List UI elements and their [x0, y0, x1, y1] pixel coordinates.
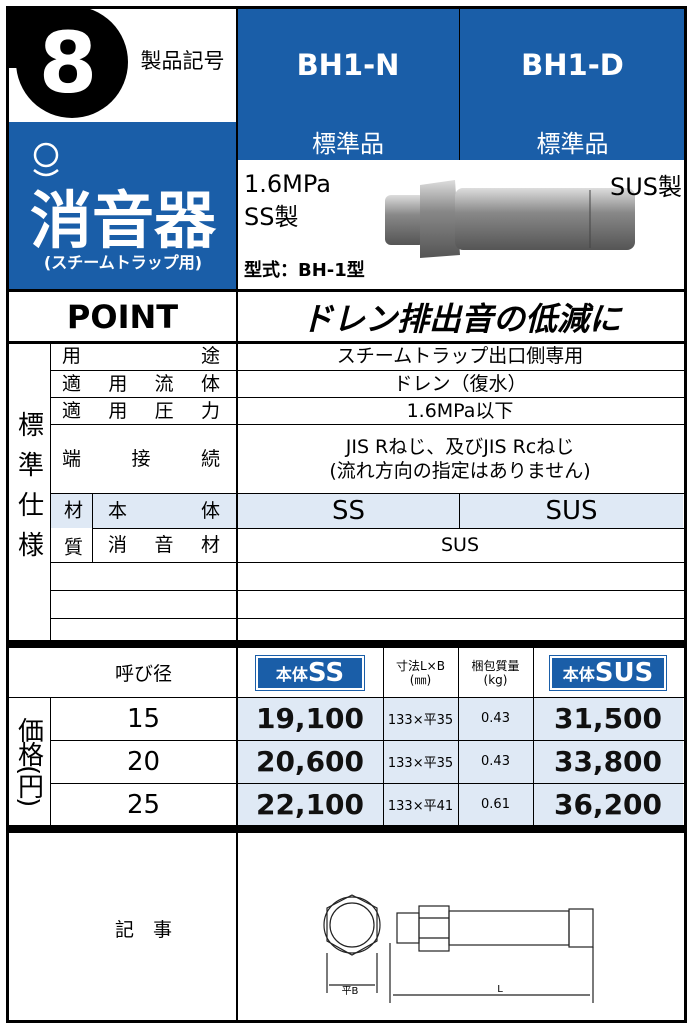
spec-label: 本体 [108, 499, 220, 522]
label: 製品記号 [140, 49, 225, 73]
size: 20 [126, 746, 161, 777]
rule [50, 562, 684, 563]
model-type: 型式：BH-1型 [244, 260, 365, 281]
rule [6, 1020, 687, 1023]
rule [6, 6, 687, 9]
spec-label-cell: 適用流体 [58, 370, 224, 397]
price: 20,600 [255, 745, 365, 778]
badge-number: 8 [38, 14, 98, 112]
category-sub: (スチームトラップ用) [43, 253, 203, 272]
spec-title: 標準仕様 [13, 411, 44, 571]
row-bg [237, 697, 683, 740]
price: 33,800 [553, 745, 663, 778]
category: 消音器 [29, 184, 216, 257]
spec-value: SS [331, 495, 365, 526]
row-bg [237, 740, 683, 783]
sus-badge: 本体 SUS [549, 654, 667, 691]
spec-value: ドレン（復水） [393, 372, 527, 395]
rule [50, 342, 51, 640]
price: 31,500 [553, 702, 663, 735]
dim-label: 平B [341, 985, 359, 997]
rule [6, 341, 687, 344]
rule [50, 618, 684, 619]
spec-label: 適用圧力 [62, 399, 220, 422]
ss-badge: 本体 SS [255, 654, 365, 691]
size: 15 [126, 703, 161, 734]
badge [8, 8, 128, 118]
model: BH1-D [460, 8, 685, 122]
material: SUS製 [609, 172, 682, 201]
header: 寸法L×B (㎜) [396, 658, 445, 687]
rule [383, 648, 384, 825]
material: SS製 [244, 202, 299, 231]
point-text: ドレン排出音の低減に [300, 300, 621, 338]
spec-value: SUS [440, 534, 480, 556]
rule [50, 370, 684, 371]
rule [92, 528, 684, 529]
spec-value: 1.6MPa以下 [406, 399, 514, 422]
model: BH1-N [237, 8, 459, 122]
dim-label: L [497, 983, 503, 995]
header: 梱包質量 (kg) [471, 658, 520, 687]
logo-icon [33, 142, 59, 177]
rule [50, 397, 684, 398]
rule [50, 493, 684, 494]
rule [92, 493, 93, 562]
rule [6, 6, 9, 1023]
rule [458, 648, 459, 825]
grade: 標準品 [460, 122, 685, 160]
price: 36,200 [553, 788, 663, 821]
spec-label-cell: 用途 [58, 342, 224, 370]
spec-value: SUS [545, 495, 598, 526]
product-photo [385, 180, 635, 258]
row-bg [50, 493, 683, 528]
pressure: 1.6MPa [244, 170, 331, 198]
rule [236, 6, 238, 1023]
spec-label-cell: 端接続 [58, 424, 224, 493]
rule [50, 590, 684, 591]
price: 19,100 [255, 702, 365, 735]
rule [533, 648, 534, 825]
rule [459, 8, 460, 160]
notes-label: 記 事 [114, 918, 172, 941]
spec-value: JIS Rねじ、及びJIS Rcねじ (流れ方向の指定はありません) [329, 435, 591, 482]
rule [459, 493, 460, 528]
rule [50, 424, 684, 425]
spec-label-cell: 適用圧力 [58, 397, 224, 424]
rule [50, 740, 684, 741]
rule [6, 640, 687, 648]
rule [6, 289, 687, 292]
spec-label: 消音材 [108, 534, 220, 556]
spec: 133×平35 [387, 756, 454, 771]
spec: 0.61 [481, 797, 510, 812]
spec-label: 材質 [61, 499, 83, 556]
spec-label: 用途 [62, 345, 220, 367]
price-title: 価格(円) [13, 716, 44, 806]
spec: 133×平35 [387, 713, 454, 728]
spec-label: 端接続 [62, 447, 220, 470]
spec: 0.43 [481, 711, 510, 726]
price: 22,100 [255, 788, 365, 821]
drawing [323, 894, 594, 1003]
rule [8, 697, 684, 698]
spec: 0.43 [481, 754, 510, 769]
rule [684, 6, 687, 1023]
header: 呼び径 [114, 663, 172, 685]
row-bg [237, 783, 683, 826]
spec-label: 適用流体 [62, 372, 220, 395]
rule [50, 783, 684, 784]
spec-value: スチームトラップ出口側専用 [336, 345, 584, 367]
category-panel [8, 122, 237, 290]
spec: 133×平41 [387, 799, 454, 814]
grade: 標準品 [237, 122, 459, 160]
size: 25 [126, 789, 161, 820]
rule [50, 697, 51, 825]
rule [6, 825, 687, 833]
point-label: POINT [66, 298, 179, 336]
